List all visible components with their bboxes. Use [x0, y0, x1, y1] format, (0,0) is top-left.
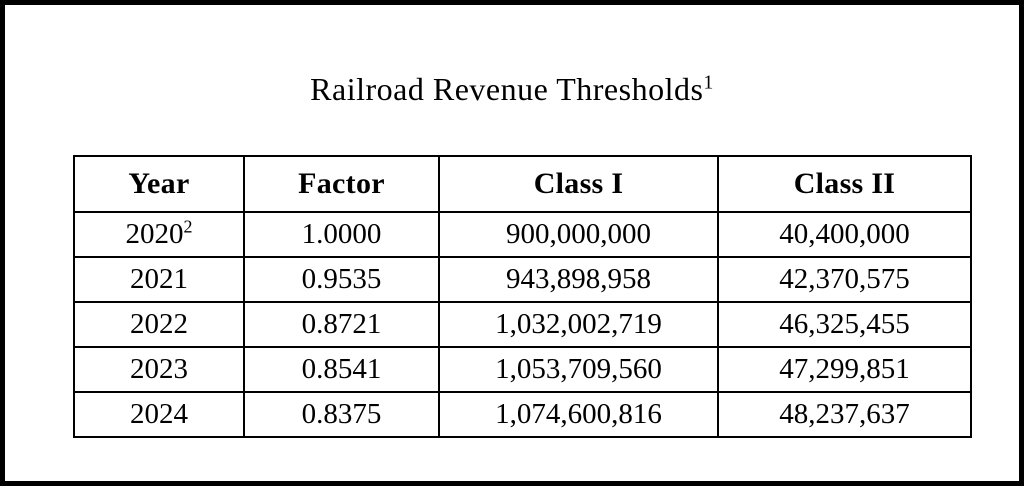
class-ii-cell: 47,299,851 — [717, 346, 972, 393]
year-value: 2023 — [130, 353, 188, 385]
year-cell: 2023 — [73, 346, 245, 393]
year-value: 2024 — [130, 398, 188, 430]
class-ii-cell: 48,237,637 — [717, 391, 972, 438]
factor-cell: 0.9535 — [243, 256, 440, 303]
header-year: Year — [73, 155, 245, 213]
factor-cell: 0.8721 — [243, 301, 440, 348]
revenue-thresholds-table: Year Factor Class I Class II 20202 1.000… — [73, 155, 972, 438]
header-class-i: Class I — [438, 155, 719, 213]
class-i-cell: 900,000,000 — [438, 211, 719, 258]
year-cell: 2022 — [73, 301, 245, 348]
class-ii-cell: 42,370,575 — [717, 256, 972, 303]
year-footnote-marker: 2 — [183, 216, 193, 237]
page-title-text: Railroad Revenue Thresholds — [310, 71, 704, 107]
year-value: 2022 — [130, 308, 188, 340]
factor-cell: 0.8375 — [243, 391, 440, 438]
class-ii-cell: 40,400,000 — [717, 211, 972, 258]
class-i-cell: 1,074,600,816 — [438, 391, 719, 438]
table-row: 20202 1.0000 900,000,000 40,400,000 — [73, 211, 972, 258]
title-footnote-marker: 1 — [703, 71, 714, 94]
table-row: 2024 0.8375 1,074,600,816 48,237,637 — [73, 391, 972, 438]
header-class-ii: Class II — [717, 155, 972, 213]
factor-cell: 0.8541 — [243, 346, 440, 393]
class-i-cell: 1,032,002,719 — [438, 301, 719, 348]
table-row: 2021 0.9535 943,898,958 42,370,575 — [73, 256, 972, 303]
class-i-cell: 1,053,709,560 — [438, 346, 719, 393]
table-row: 2023 0.8541 1,053,709,560 47,299,851 — [73, 346, 972, 393]
table-header-row: Year Factor Class I Class II — [73, 155, 972, 213]
year-cell: 20202 — [73, 211, 245, 258]
header-factor: Factor — [243, 155, 440, 213]
factor-cell: 1.0000 — [243, 211, 440, 258]
page-title: Railroad Revenue Thresholds1 — [5, 71, 1019, 108]
year-value: 2020 — [125, 218, 184, 250]
year-cell: 2021 — [73, 256, 245, 303]
year-cell: 2024 — [73, 391, 245, 438]
class-ii-cell: 46,325,455 — [717, 301, 972, 348]
year-value: 2021 — [130, 263, 188, 295]
class-i-cell: 943,898,958 — [438, 256, 719, 303]
table-row: 2022 0.8721 1,032,002,719 46,325,455 — [73, 301, 972, 348]
